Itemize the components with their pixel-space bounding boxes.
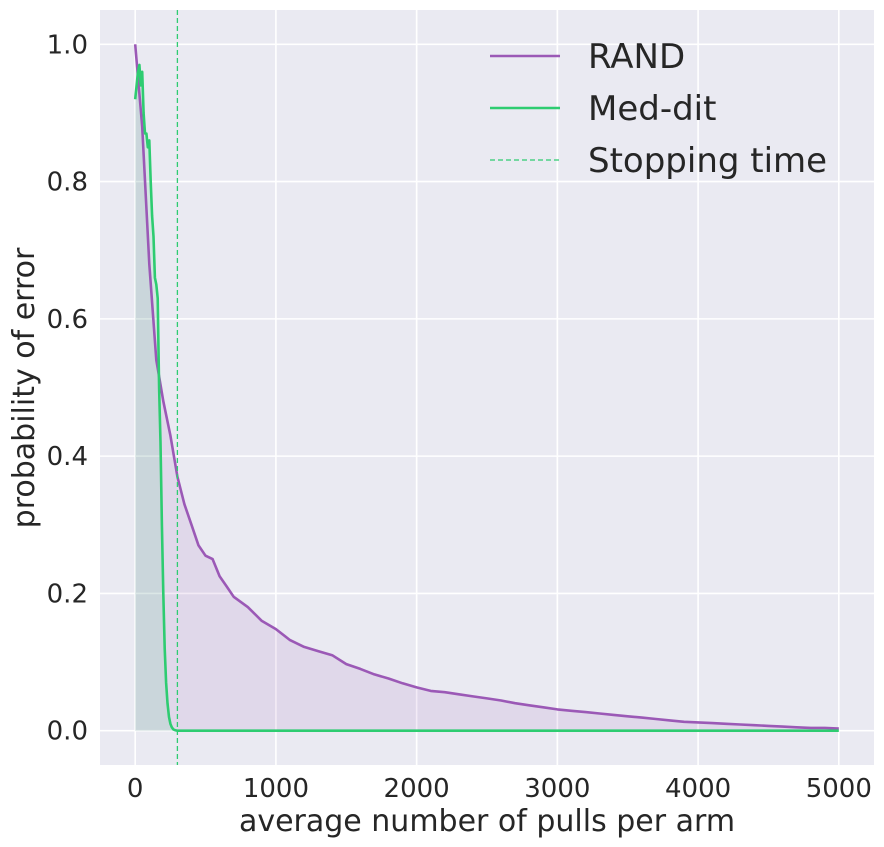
x-tick-label: 0: [127, 774, 144, 804]
y-tick-label: 0.0: [47, 717, 88, 747]
legend-label: Stopping time: [588, 141, 827, 181]
y-tick-labels: 0.0 0.2 0.4 0.6 0.8 1.0: [47, 30, 88, 746]
series-line-1: [133, 63, 839, 733]
gridlines: [100, 10, 874, 765]
x-axis-label: average number of pulls per arm: [239, 804, 735, 839]
series-line-0: [133, 44, 839, 730]
y-tick-label: 0.2: [47, 579, 88, 609]
y-tick-label: 0.4: [47, 442, 88, 472]
legend: RAND Med-dit Stopping time: [490, 37, 827, 181]
x-tick-label: 3000: [524, 774, 590, 804]
x-tick-label: 4000: [665, 774, 731, 804]
y-tick-label: 0.6: [47, 305, 88, 335]
series-area-0: [135, 44, 839, 731]
x-tick-label: 5000: [806, 774, 872, 804]
series-fills: [135, 44, 839, 731]
y-tick-label: 0.8: [47, 168, 88, 198]
x-tick-labels: 0 1000 2000 3000 4000 5000: [127, 774, 872, 804]
series-lines: [133, 44, 839, 733]
plot-background: [100, 10, 874, 765]
legend-label: Med-dit: [588, 89, 716, 129]
legend-label: RAND: [588, 37, 685, 77]
x-tick-label: 2000: [384, 774, 450, 804]
y-tick-label: 1.0: [47, 30, 88, 60]
y-axis-label: probability of error: [7, 247, 42, 528]
x-tick-label: 1000: [243, 774, 309, 804]
